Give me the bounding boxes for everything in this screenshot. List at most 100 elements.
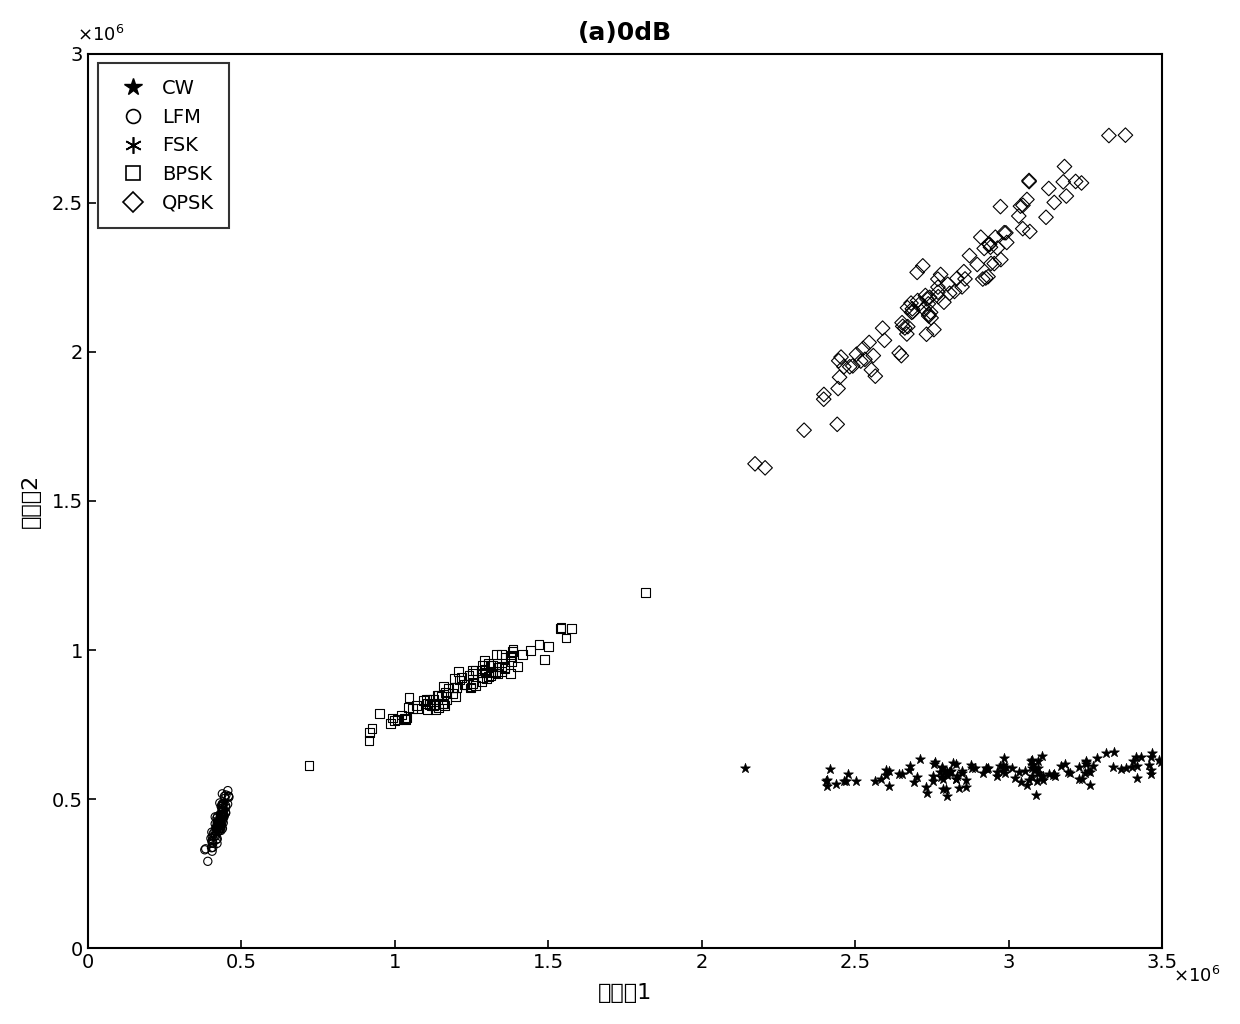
QPSK <box>928 279 947 295</box>
QPSK <box>1116 127 1136 143</box>
CW <box>1025 762 1045 778</box>
LFM <box>212 802 232 818</box>
LFM <box>211 799 231 815</box>
BPSK <box>449 664 469 680</box>
QPSK <box>955 270 975 287</box>
CW <box>1188 758 1208 774</box>
CW <box>918 785 937 802</box>
QPSK <box>947 270 967 287</box>
FSK <box>533 544 553 560</box>
CW <box>1185 742 1205 759</box>
BPSK <box>502 653 522 670</box>
FSK <box>527 542 547 558</box>
QPSK <box>1039 180 1059 197</box>
BPSK <box>503 643 523 659</box>
CW <box>1028 753 1048 769</box>
LFM <box>203 840 223 856</box>
CW <box>1069 771 1089 787</box>
QPSK <box>945 284 965 300</box>
LFM <box>211 808 231 824</box>
FSK <box>601 490 621 507</box>
CW <box>835 773 854 790</box>
CW <box>879 778 899 795</box>
FSK <box>691 390 711 407</box>
FSK <box>544 514 564 530</box>
QPSK <box>978 268 998 285</box>
LFM <box>203 835 223 851</box>
FSK <box>682 420 702 436</box>
QPSK <box>920 289 940 305</box>
CW <box>1022 768 1042 784</box>
QPSK <box>1017 191 1037 208</box>
BPSK <box>392 707 412 723</box>
CW <box>1080 764 1100 780</box>
CW <box>939 764 959 780</box>
BPSK <box>495 649 515 666</box>
FSK <box>595 460 615 476</box>
CW <box>1096 745 1116 762</box>
QPSK <box>901 295 921 311</box>
FSK <box>644 441 663 458</box>
QPSK <box>973 271 993 288</box>
FSK <box>644 449 663 465</box>
LFM <box>208 819 228 836</box>
QPSK <box>985 255 1004 271</box>
QPSK <box>919 296 939 312</box>
CW <box>1028 760 1048 776</box>
BPSK <box>443 685 463 701</box>
BPSK <box>429 688 449 705</box>
CW <box>1002 760 1022 776</box>
Y-axis label: 奇异倃2: 奇异倃2 <box>21 474 41 528</box>
CW <box>923 767 942 783</box>
CW <box>932 780 952 797</box>
CW <box>910 751 930 767</box>
CW <box>1148 752 1168 768</box>
CW <box>1126 749 1146 765</box>
LFM <box>203 825 223 842</box>
BPSK <box>403 700 423 717</box>
CW <box>1164 757 1184 773</box>
LFM <box>212 785 232 802</box>
BPSK <box>534 651 554 668</box>
CW <box>956 772 976 788</box>
QPSK <box>986 229 1006 246</box>
BPSK <box>432 688 451 705</box>
BPSK <box>427 701 446 718</box>
BPSK <box>394 711 414 727</box>
BPSK <box>429 699 449 716</box>
LFM <box>195 842 215 858</box>
QPSK <box>755 460 775 476</box>
CW <box>1168 761 1188 777</box>
LFM <box>213 809 233 825</box>
BPSK <box>445 670 465 686</box>
CW <box>1030 768 1050 784</box>
CW <box>1075 765 1095 781</box>
FSK <box>613 469 632 485</box>
LFM <box>206 822 226 839</box>
QPSK <box>898 318 918 335</box>
CW <box>946 770 966 786</box>
CW <box>1127 769 1147 785</box>
CW <box>1122 759 1142 775</box>
LFM <box>216 805 236 821</box>
CW <box>994 764 1014 780</box>
FSK <box>662 423 682 439</box>
BPSK <box>370 705 389 721</box>
QPSK <box>980 237 999 253</box>
QPSK <box>1013 197 1033 213</box>
LFM <box>198 853 218 869</box>
CW <box>1028 765 1048 781</box>
LFM <box>213 809 233 825</box>
BPSK <box>422 697 441 714</box>
BPSK <box>417 691 436 708</box>
CW <box>836 772 856 788</box>
CW <box>1069 759 1089 775</box>
CW <box>930 764 950 780</box>
FSK <box>660 430 680 446</box>
QPSK <box>1013 220 1033 237</box>
QPSK <box>915 288 935 304</box>
CW <box>1141 762 1161 778</box>
LFM <box>216 805 236 821</box>
QPSK <box>1044 195 1064 211</box>
FSK <box>523 550 543 566</box>
